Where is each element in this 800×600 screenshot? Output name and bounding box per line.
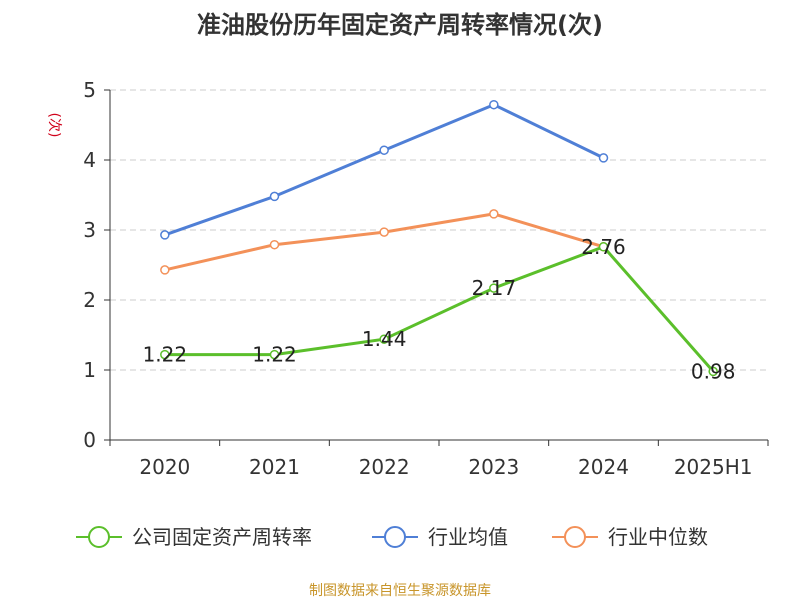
data-label: 2.17	[472, 276, 517, 300]
y-tick-label: 0	[83, 428, 96, 452]
y-tick-label: 1	[83, 358, 96, 382]
data-label: 1.44	[362, 327, 407, 351]
gridlines	[110, 89, 768, 371]
series-line	[164, 245, 715, 373]
data-label: 1.22	[252, 343, 297, 367]
data-point	[160, 230, 170, 240]
legend: 公司固定资产周转率 行业均值 行业中位数	[76, 525, 708, 549]
data-point	[379, 334, 389, 344]
x-tick-label: 2022	[359, 455, 410, 479]
data-point	[489, 209, 499, 219]
y-tick-label: 2	[83, 288, 96, 312]
axes: 0 1 2 3 4 5 2020 2021 2022 2023 2024 2025H1	[83, 78, 769, 479]
data-point	[160, 349, 170, 360]
source-note: 制图数据来自恒生聚源数据库	[309, 583, 491, 599]
data-point	[598, 153, 609, 163]
chart-title: 准油股份历年固定资产周转率情况(次)	[197, 11, 603, 39]
y-tick-label: 5	[83, 78, 96, 102]
y-axis-label: (次)	[46, 113, 62, 138]
legend-label: 行业中位数	[608, 525, 708, 549]
data-point	[269, 349, 280, 360]
data-point	[708, 366, 718, 377]
x-tick-label: 2023	[468, 455, 519, 479]
data-point	[598, 242, 609, 252]
data-labels: 1.22 1.22 1.44 2.17 2.76 0.98	[143, 235, 736, 384]
data-point	[269, 239, 280, 250]
x-tick-label: 2024	[578, 455, 629, 479]
legend-label: 行业均值	[428, 525, 508, 549]
series-lines	[160, 99, 718, 377]
data-point	[160, 265, 170, 275]
data-label: 2.76	[581, 235, 626, 259]
x-tick-label: 2021	[249, 455, 300, 479]
data-point	[379, 145, 389, 155]
legend-marker	[384, 526, 406, 548]
series-line	[164, 103, 605, 237]
series-line	[164, 212, 604, 272]
data-label: 1.22	[143, 343, 188, 367]
data-point	[269, 191, 280, 202]
legend-marker	[88, 526, 110, 548]
data-point	[379, 227, 389, 237]
legend-label: 公司固定资产周转率	[132, 525, 312, 549]
y-tick-label: 4	[83, 148, 96, 172]
x-tick-label: 2020	[139, 455, 190, 479]
legend-marker	[564, 526, 586, 548]
x-tick-label: 2025H1	[674, 455, 753, 479]
data-point	[489, 99, 499, 110]
data-label: 0.98	[691, 359, 736, 383]
y-tick-label: 3	[83, 218, 96, 242]
data-point	[489, 283, 499, 293]
